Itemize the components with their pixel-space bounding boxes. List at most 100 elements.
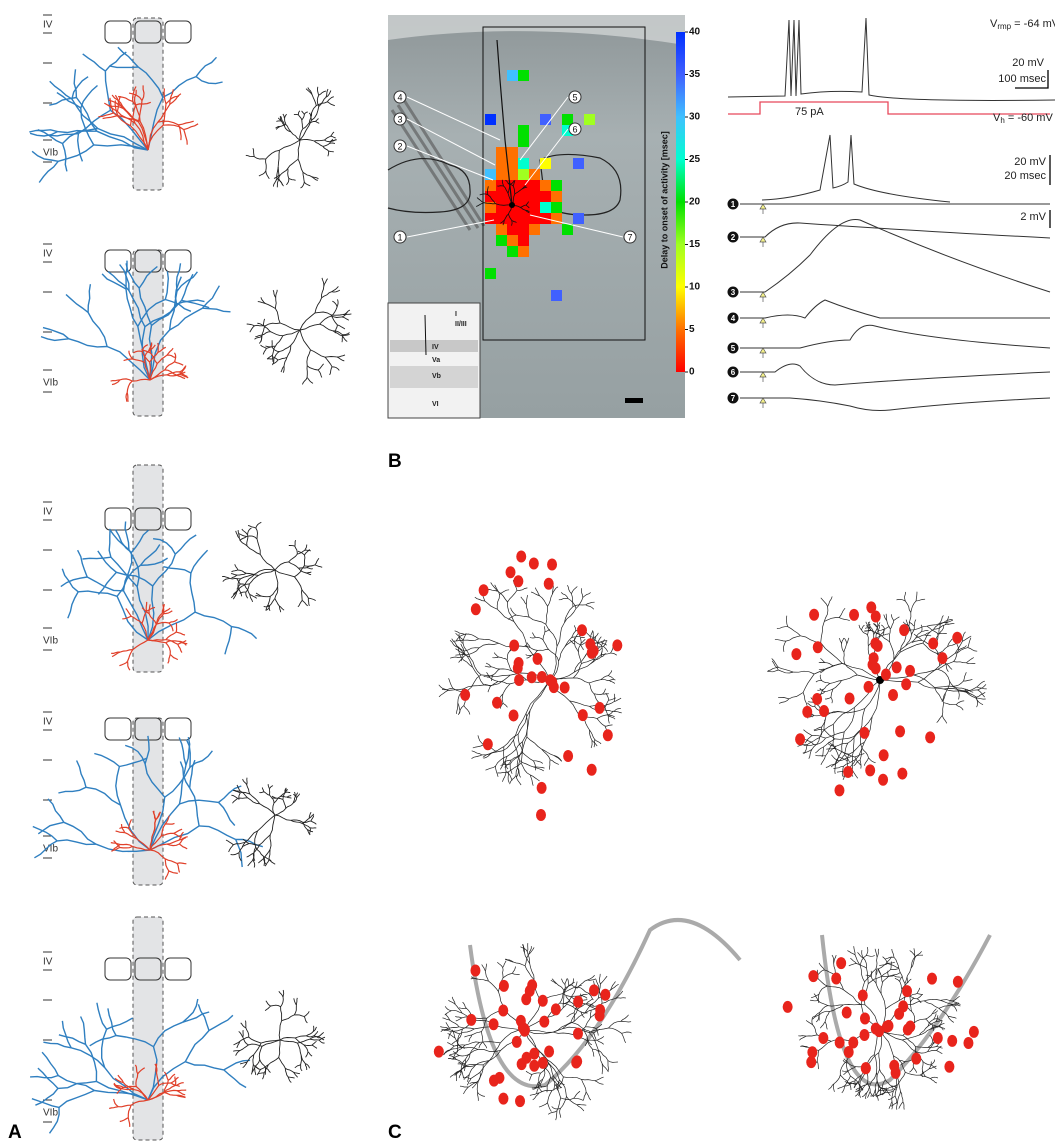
neurite: [127, 381, 132, 393]
neurite: [266, 150, 280, 159]
neurite: [118, 97, 133, 102]
neurite: [608, 676, 613, 679]
barrel: [165, 21, 191, 43]
synapse: [538, 995, 548, 1007]
neurite: [593, 631, 594, 638]
neurite: [291, 132, 300, 140]
scale-label: 20 msec: [1004, 170, 1046, 182]
neurite: [942, 703, 943, 716]
neurite: [264, 792, 270, 795]
neurite: [280, 1038, 295, 1041]
neurite: [891, 969, 899, 970]
neurite: [337, 355, 345, 357]
neurite: [111, 843, 120, 845]
neurite: [231, 795, 237, 798]
synapse: [489, 1018, 499, 1030]
neurite: [71, 1048, 105, 1068]
trace-3: [740, 219, 1050, 292]
neurite: [832, 955, 834, 963]
neurite: [939, 1027, 945, 1030]
neurite: [448, 1027, 459, 1029]
neurite: [880, 1069, 886, 1079]
neurite: [574, 1091, 580, 1098]
synapse: [812, 693, 822, 705]
neurite: [586, 602, 595, 605]
delay-cell: [529, 191, 540, 202]
neurite: [184, 130, 187, 145]
synapse: [492, 697, 502, 709]
value: = -64 mV: [1011, 18, 1055, 30]
synapse: [881, 668, 891, 680]
neurite: [581, 645, 584, 650]
neurite: [821, 643, 843, 664]
neurite: [74, 69, 76, 97]
neurite: [874, 1055, 877, 1073]
synapse: [527, 671, 537, 683]
delay-cell: [540, 202, 551, 213]
neurite: [889, 629, 890, 642]
neurite: [557, 984, 564, 991]
neurite: [839, 608, 845, 617]
site-label: 4: [397, 92, 402, 102]
neurite: [828, 597, 833, 607]
neurite: [610, 647, 613, 653]
neurite: [482, 965, 486, 972]
neurite: [308, 598, 309, 606]
neurite: [126, 393, 127, 402]
site-label: 6: [572, 124, 577, 134]
neurite: [183, 999, 198, 1022]
layer-label: VIb: [43, 148, 58, 159]
neurite: [263, 348, 266, 354]
neurite: [803, 674, 814, 693]
neurite: [508, 615, 516, 619]
neurite: [478, 979, 488, 981]
neurite: [536, 637, 543, 640]
neurite: [238, 570, 246, 573]
synapse: [509, 639, 519, 651]
neurite: [552, 1107, 561, 1110]
neurite: [817, 1050, 819, 1061]
synapse: [925, 731, 935, 743]
neurite: [223, 578, 230, 581]
neurite: [838, 1086, 845, 1089]
neurite: [859, 625, 862, 630]
neurite: [298, 600, 302, 606]
neurite: [840, 1075, 848, 1083]
neurite: [315, 298, 322, 313]
synapse: [512, 1036, 522, 1048]
neurite: [302, 824, 310, 828]
neurite: [66, 295, 88, 313]
neurite: [322, 292, 332, 298]
synapse: [515, 1095, 525, 1107]
neurite: [325, 357, 337, 358]
neurite: [485, 964, 486, 971]
neurite: [777, 627, 788, 629]
synapse: [802, 706, 812, 718]
neurite: [472, 1032, 482, 1036]
neurite: [954, 662, 967, 663]
neurite: [285, 114, 287, 118]
neurite: [230, 578, 241, 579]
neurite: [963, 692, 976, 698]
neurite: [833, 724, 834, 744]
neurite: [526, 604, 529, 617]
synapse: [944, 1061, 954, 1073]
neurite: [177, 1090, 186, 1091]
neurite: [907, 979, 911, 983]
neurite: [543, 1067, 545, 1079]
neurite: [179, 844, 187, 849]
neurite: [511, 608, 517, 615]
neurite: [817, 1061, 818, 1069]
neurite: [314, 141, 323, 146]
scale-label: 20 mV: [1014, 156, 1046, 168]
neurite: [264, 319, 265, 326]
inset-layer-label: Vb: [432, 373, 441, 380]
neurite: [583, 1092, 586, 1101]
neurite: [798, 1036, 806, 1037]
neurite: [930, 1035, 933, 1040]
neurite: [209, 1015, 233, 1030]
neurite: [307, 568, 313, 569]
synapse: [573, 996, 583, 1008]
neurite: [958, 691, 959, 700]
neurite: [906, 635, 912, 646]
